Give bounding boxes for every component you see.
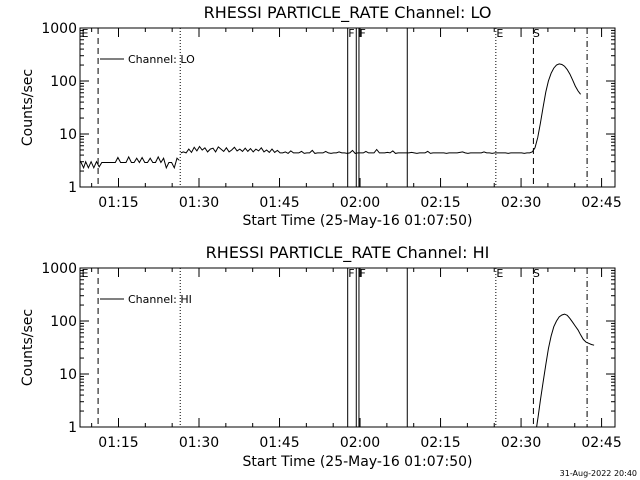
y-tick-label: 1: [68, 420, 77, 436]
y-tick-label: 1000: [41, 21, 77, 37]
y-tick-label: 100: [50, 74, 77, 90]
y-tick-label: 1: [68, 180, 77, 196]
series-line: [536, 313, 595, 428]
x-tick-label: 01:45: [259, 195, 299, 211]
x-tick-label: 01:45: [259, 435, 299, 451]
x-tick-label: 02:30: [501, 195, 541, 211]
flag-label: F: [348, 267, 354, 280]
flag-label: E: [496, 267, 503, 280]
x-tick-label: 01:15: [98, 435, 138, 451]
x-tick-label: 02:00: [340, 435, 380, 451]
chart-panel-hi: RHESSI PARTICLE_RATE Channel: HI 1 10 100 10…: [20, 243, 622, 470]
timestamp: 31-Aug-2022 20:40: [560, 469, 637, 478]
flag-label: E: [81, 27, 88, 40]
chart-panel-lo: RHESSI PARTICLE_RATE Channel: LO 1 10 100 10…: [20, 3, 622, 229]
y-tick-label: 100: [50, 314, 77, 330]
x-tick-label: 02:45: [581, 195, 621, 211]
x-tick-label: 01:15: [98, 195, 138, 211]
x-axis-label: Start Time (25-May-16 01:07:50): [242, 213, 472, 229]
flag-label: F: [359, 27, 365, 40]
legend-label: Channel: HI: [128, 293, 192, 306]
flag-label: S: [533, 267, 540, 280]
x-tick-label: 02:30: [501, 435, 541, 451]
series-line: [79, 155, 180, 170]
x-axis-label: Start Time (25-May-16 01:07:50): [242, 454, 472, 470]
flag-label: F: [359, 267, 365, 280]
x-tick-label: 02:00: [340, 195, 380, 211]
legend-label: Channel: LO: [128, 53, 195, 66]
x-tick-label: 01:30: [179, 195, 219, 211]
flag-label: E: [496, 27, 503, 40]
y-axis-label: Counts/sec: [20, 69, 36, 146]
flag-label: F: [348, 27, 354, 40]
flag-label: E: [81, 267, 88, 280]
x-tick-label: 02:15: [420, 195, 460, 211]
x-tick-label: 02:45: [581, 435, 621, 451]
flag-label: S: [533, 27, 540, 40]
series-line: [180, 63, 581, 155]
y-tick-label: 10: [59, 127, 77, 143]
y-axis-label: Counts/sec: [20, 309, 36, 386]
x-tick-label: 01:30: [179, 435, 219, 451]
y-tick-label: 1000: [41, 261, 77, 277]
chart-title: RHESSI PARTICLE_RATE Channel: LO: [204, 3, 492, 23]
x-tick-label: 02:15: [420, 435, 460, 451]
chart-title: RHESSI PARTICLE_RATE Channel: HI: [206, 243, 490, 263]
y-tick-label: 10: [59, 367, 77, 383]
